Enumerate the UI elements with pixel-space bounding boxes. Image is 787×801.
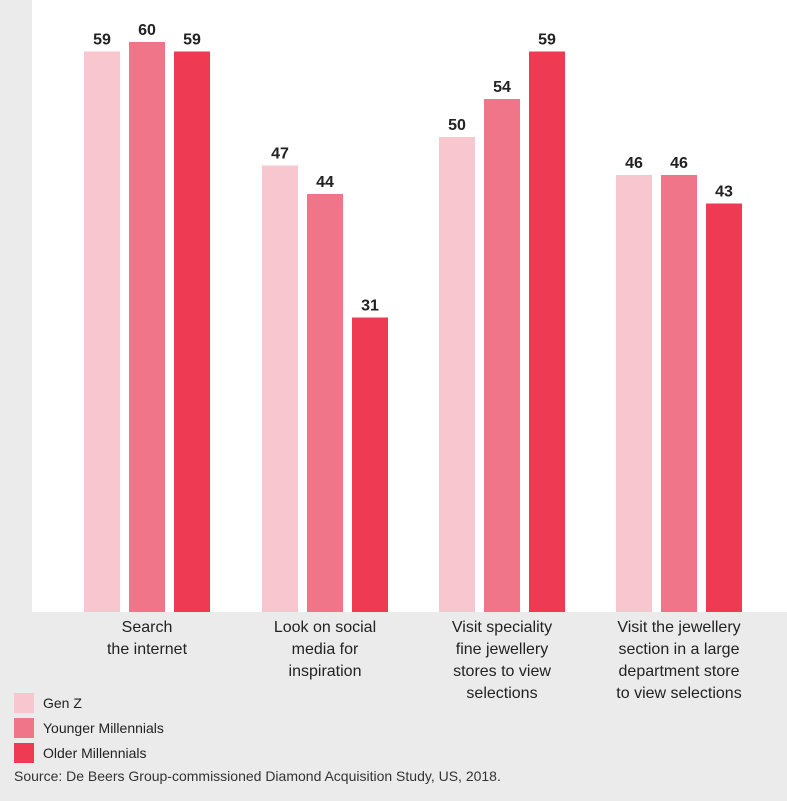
bar-younger-millennials-look-on-social-media bbox=[307, 194, 343, 612]
data-label-older-millennials-visit-speciality-stores: 59 bbox=[538, 32, 556, 49]
data-label-younger-millennials-visit-speciality-stores: 54 bbox=[493, 79, 511, 96]
bar-gen-z-visit-department-store bbox=[616, 175, 652, 612]
legend: Gen Z Younger Millennials Older Millenni… bbox=[14, 690, 164, 765]
category-label-visit-department-store-line-3: department store bbox=[619, 663, 740, 680]
legend-swatch-older-millennials bbox=[14, 742, 34, 763]
category-label-visit-speciality-stores-line-2: fine jewellery bbox=[456, 641, 548, 658]
category-label-search-the-internet-line-1: Search bbox=[122, 619, 173, 636]
bar-gen-z-look-on-social-media bbox=[262, 165, 298, 612]
bar-younger-millennials-search-the-internet bbox=[129, 42, 165, 612]
category-label-visit-department-store-line-4: to view selections bbox=[616, 685, 741, 702]
legend-swatch-younger-millennials bbox=[14, 717, 34, 738]
legend-item-older-millennials: Older Millennials bbox=[14, 740, 164, 765]
bar-gen-z-visit-speciality-stores bbox=[439, 137, 475, 612]
bar-younger-millennials-visit-speciality-stores bbox=[484, 99, 520, 612]
category-label-search-the-internet-line-2: the internet bbox=[107, 641, 188, 658]
category-label-visit-department-store-line-2: section in a large bbox=[619, 641, 740, 658]
legend-label-younger-millennials: Younger Millennials bbox=[43, 719, 164, 736]
bar-older-millennials-visit-speciality-stores bbox=[529, 51, 565, 612]
data-label-younger-millennials-visit-department-store: 46 bbox=[670, 155, 688, 172]
category-label-visit-speciality-stores-line-3: stores to view bbox=[453, 663, 551, 680]
category-label-visit-speciality-stores-line-4: selections bbox=[466, 685, 537, 702]
data-label-younger-millennials-search-the-internet: 60 bbox=[138, 22, 156, 39]
data-label-gen-z-visit-department-store: 46 bbox=[625, 155, 643, 172]
data-label-gen-z-search-the-internet: 59 bbox=[93, 32, 111, 49]
legend-label-older-millennials: Older Millennials bbox=[43, 744, 147, 761]
bar-older-millennials-visit-department-store bbox=[706, 203, 742, 612]
bar-older-millennials-look-on-social-media bbox=[352, 317, 388, 612]
data-label-older-millennials-look-on-social-media: 31 bbox=[361, 298, 379, 315]
category-label-look-on-social-media-line-2: media for bbox=[292, 641, 359, 658]
data-label-gen-z-visit-speciality-stores: 50 bbox=[448, 117, 466, 134]
bar-older-millennials-search-the-internet bbox=[174, 51, 210, 612]
data-label-older-millennials-search-the-internet: 59 bbox=[183, 32, 201, 49]
data-label-younger-millennials-look-on-social-media: 44 bbox=[316, 174, 334, 191]
legend-item-gen-z: Gen Z bbox=[14, 690, 164, 715]
category-label-visit-speciality-stores-line-1: Visit speciality bbox=[452, 619, 552, 636]
category-label-visit-department-store-line-1: Visit the jewellery bbox=[617, 619, 740, 636]
category-label-look-on-social-media-line-1: Look on social bbox=[274, 619, 376, 636]
category-label-look-on-social-media-line-3: inspiration bbox=[289, 663, 362, 680]
bar-younger-millennials-visit-department-store bbox=[661, 175, 697, 612]
legend-item-younger-millennials: Younger Millennials bbox=[14, 715, 164, 740]
legend-label-gen-z: Gen Z bbox=[43, 694, 82, 711]
bar-gen-z-search-the-internet bbox=[84, 51, 120, 612]
legend-swatch-gen-z bbox=[14, 692, 34, 713]
source-note: Source: De Beers Group-commissioned Diam… bbox=[14, 768, 501, 784]
data-label-gen-z-look-on-social-media: 47 bbox=[271, 146, 289, 163]
data-label-older-millennials-visit-department-store: 43 bbox=[715, 184, 733, 201]
